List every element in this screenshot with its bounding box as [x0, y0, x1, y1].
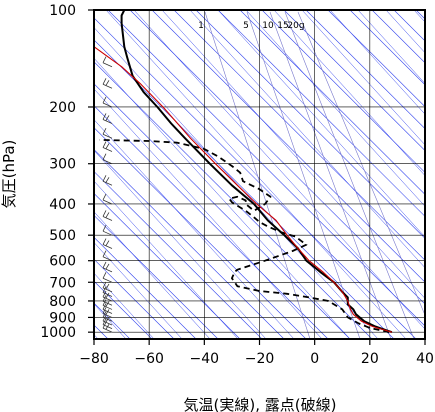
x-tick-label: −20 [245, 351, 275, 367]
x-axis-title: 気温(実線), 露点(破線) [184, 396, 337, 412]
mixing-ratio-label: 5 [243, 21, 249, 31]
y-tick-label: 700 [49, 275, 76, 291]
x-tick-label: −60 [134, 351, 164, 367]
y-tick-label: 200 [49, 100, 76, 116]
x-tick-label: 0 [310, 351, 319, 367]
y-tick-label: 500 [49, 228, 76, 244]
y-tick-label: 1000 [40, 325, 76, 341]
x-tick-label: 20 [361, 351, 379, 367]
mixing-ratio-label: 1 [198, 21, 204, 31]
y-tick-label: 300 [49, 157, 76, 173]
y-tick-label: 400 [49, 197, 76, 213]
x-tick-label: −40 [190, 351, 220, 367]
x-tick-label: 40 [416, 351, 434, 367]
y-tick-label: 600 [49, 254, 76, 270]
y-tick-label: 900 [49, 310, 76, 326]
y-axis-title: 気圧(hPa) [0, 140, 18, 209]
x-tick-label: −80 [79, 351, 109, 367]
mixing-ratio-label: 10 [262, 21, 274, 31]
mixing-ratio-label: 20g [287, 21, 304, 31]
y-tick-label: 100 [49, 3, 76, 19]
y-tick-label: 800 [49, 294, 76, 310]
